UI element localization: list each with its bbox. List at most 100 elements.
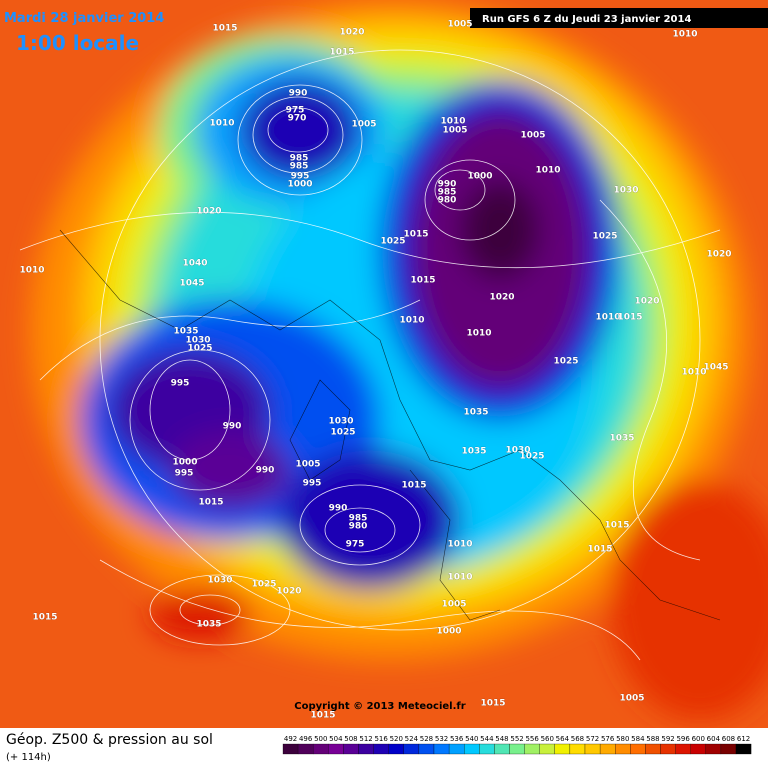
- isobar-label: 1025: [330, 428, 355, 438]
- isobar-lines: [19, 49, 721, 661]
- scale-label: 548: [495, 735, 508, 743]
- scale-label: 592: [661, 735, 674, 743]
- scale-label: 536: [450, 735, 464, 743]
- isobar-label: 1015: [480, 699, 505, 709]
- scale-swatch: [705, 743, 722, 755]
- scale-swatch: [509, 743, 525, 755]
- isobar-label: 1015: [310, 711, 335, 721]
- scale-swatch: [343, 743, 359, 755]
- scale-swatch: [735, 743, 752, 755]
- scale-swatch: [479, 743, 495, 755]
- run-box: [470, 8, 768, 28]
- scale-label: 612: [737, 735, 750, 743]
- scale-label: 584: [631, 735, 645, 743]
- isobar-label: 975: [346, 540, 365, 550]
- scale-swatch: [524, 743, 540, 755]
- scale-swatch: [599, 743, 616, 755]
- isobar-label: 1010: [447, 573, 472, 583]
- isobar-label: 1035: [196, 620, 221, 630]
- map: [0, 0, 768, 728]
- isobar-label: 1010: [466, 329, 491, 339]
- isobar-label: 1035: [463, 408, 488, 418]
- isobar-label: 1005: [447, 20, 472, 30]
- isobar-label: 995: [303, 479, 322, 489]
- isobar-label: 1010: [447, 540, 472, 550]
- isobar-label: 1005: [295, 460, 320, 470]
- scale-swatch: [388, 743, 404, 755]
- isobar-label: 1025: [380, 237, 405, 247]
- isobar-label: 1005: [520, 131, 545, 141]
- isobar-label: 1005: [351, 120, 376, 130]
- isobar-label: 985: [290, 162, 309, 172]
- scale-label: 580: [616, 735, 629, 743]
- scale-swatch: [494, 743, 510, 755]
- scale-label: 524: [405, 735, 419, 743]
- isobar-label: 990: [223, 422, 242, 432]
- isobar-label: 1010: [209, 119, 234, 129]
- scale-label: 556: [525, 735, 539, 743]
- scale-swatch: [297, 743, 314, 755]
- scale-label: 492: [284, 735, 297, 743]
- run-info: Run GFS 6 Z du Jeudi 23 janvier 2014: [482, 14, 691, 25]
- isobar-label: 1025: [519, 452, 544, 462]
- isobar-label: 1000: [467, 172, 492, 182]
- isobar-label: 990: [289, 89, 308, 99]
- scale-swatch: [645, 743, 661, 755]
- scale-label: 512: [359, 735, 372, 743]
- isobar-label: 1015: [410, 276, 435, 286]
- isobar-label: 1015: [587, 545, 612, 555]
- footer-lead: (+ 114h): [6, 752, 51, 763]
- forecast-date: Mardi 28 janvier 2014: [4, 11, 164, 26]
- isobar-label: 995: [175, 469, 194, 479]
- scale-label: 516: [374, 735, 388, 743]
- isobar-label: 1005: [442, 126, 467, 136]
- isobar-label: 1035: [173, 327, 198, 337]
- scale-label: 528: [420, 735, 433, 743]
- scale-swatch: [569, 743, 586, 755]
- isobar-label: 1035: [461, 447, 486, 457]
- isobar-label: 995: [171, 379, 190, 389]
- isobar-label: 980: [438, 196, 457, 206]
- isobar-label: 1030: [505, 446, 530, 456]
- isobar-label: 1035: [609, 434, 634, 444]
- isobar-label: 1045: [703, 363, 728, 373]
- footer-title: Géop. Z500 & pression au sol: [6, 732, 213, 748]
- isobar-label: 985: [290, 154, 309, 164]
- scale-swatch: [630, 743, 646, 755]
- isobar-label: 985: [349, 514, 368, 524]
- isobar-label: 1030: [613, 186, 638, 196]
- isobar-label: 1010: [681, 368, 706, 378]
- isobar-label: 1010: [672, 30, 697, 40]
- isobar-label: 1010: [440, 117, 465, 127]
- isobar-label: 1005: [441, 600, 466, 610]
- isobar-label: 1025: [553, 357, 578, 367]
- isobar-label: 1045: [179, 279, 204, 289]
- isobar-label: 1010: [19, 266, 44, 276]
- scale-swatch: [313, 743, 329, 755]
- scale-label: 500: [314, 735, 327, 743]
- scale-label: 564: [556, 735, 570, 743]
- scale-swatch: [554, 743, 571, 755]
- scale-swatch: [660, 743, 676, 755]
- isobar-label: 1015: [329, 48, 354, 58]
- isobar-label: 995: [291, 172, 310, 182]
- isobar-label: 990: [438, 180, 457, 190]
- scale-swatch: [675, 743, 691, 755]
- scale-swatch: [584, 743, 601, 755]
- isobar-label: 1020: [276, 587, 301, 597]
- isobar-label: 1010: [399, 316, 424, 326]
- isobar-label: 1025: [251, 580, 276, 590]
- scale-label: 572: [586, 735, 599, 743]
- isobar-label: 1020: [339, 28, 364, 38]
- isobar-label: 1015: [401, 481, 426, 491]
- scale-label: 576: [601, 735, 615, 743]
- isobar-label: 975: [286, 106, 305, 116]
- isobar-label: 1020: [196, 207, 221, 217]
- scale-swatch: [690, 743, 706, 755]
- scale-label: 520: [390, 735, 403, 743]
- scale-label: 552: [510, 735, 523, 743]
- scale-label: 600: [692, 735, 705, 743]
- scale-label: 588: [646, 735, 659, 743]
- copyright: Copyright © 2013 Meteociel.fr: [294, 701, 465, 712]
